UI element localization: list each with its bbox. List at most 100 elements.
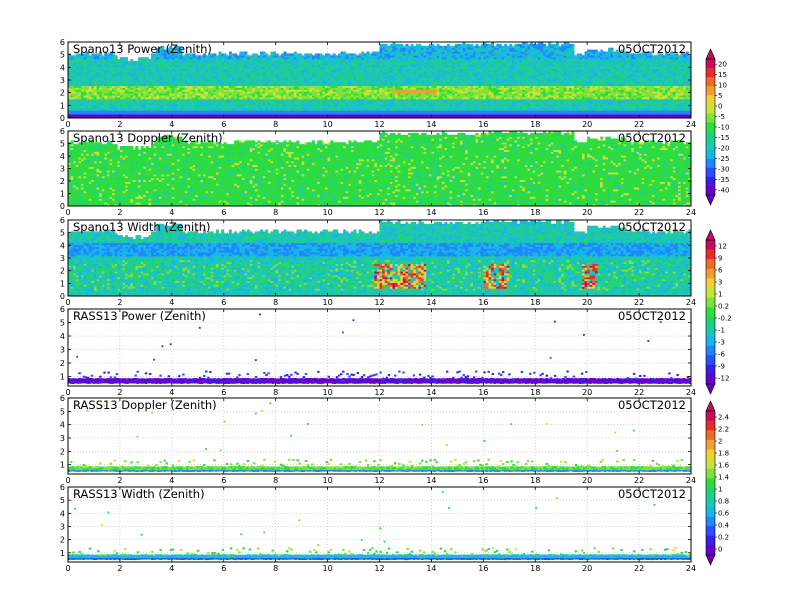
heatmap-cell — [431, 104, 435, 107]
heatmap-cell — [392, 66, 396, 69]
heatmap-cell — [436, 110, 440, 113]
heatmap-cell — [421, 91, 424, 94]
heatmap-cell — [299, 93, 302, 96]
heatmap-cell — [332, 112, 336, 115]
heatmap-cell — [156, 47, 160, 50]
heatmap-cell — [389, 78, 393, 81]
heatmap-cell — [249, 97, 253, 100]
heatmap-cell — [104, 51, 108, 54]
heatmap-cell — [353, 68, 357, 71]
heatmap-cell — [301, 100, 305, 104]
heatmap-cell — [267, 87, 271, 90]
heatmap-cell — [236, 95, 240, 98]
heatmap-cell — [187, 112, 191, 115]
heatmap-cell — [119, 81, 123, 85]
heatmap-cell — [376, 72, 380, 75]
heatmap-cell — [96, 72, 100, 75]
heatmap-cell — [73, 78, 77, 81]
heatmap-cell — [426, 102, 430, 105]
heatmap-cell — [200, 72, 204, 75]
heatmap-cell — [319, 66, 323, 69]
heatmap-cell — [80, 116, 84, 118]
heatmap-cell — [332, 57, 336, 60]
heatmap-cell — [135, 104, 139, 107]
heatmap-cell — [283, 78, 287, 81]
heatmap-cell — [275, 57, 279, 60]
heatmap-cell — [125, 114, 129, 117]
heatmap-cell — [371, 89, 375, 92]
heatmap-cell — [93, 89, 97, 92]
heatmap-cell — [387, 59, 391, 62]
heatmap-cell — [231, 91, 235, 94]
heatmap-cell — [324, 66, 328, 69]
heatmap-cell — [332, 61, 336, 64]
heatmap-cell — [421, 78, 424, 81]
heatmap-cell — [262, 93, 266, 96]
heatmap-cell — [179, 53, 183, 56]
heatmap-cell — [143, 108, 147, 111]
heatmap-cell — [312, 110, 315, 113]
heatmap-cell — [335, 83, 339, 86]
heatmap-cell — [434, 45, 437, 48]
heatmap-cell — [402, 49, 406, 52]
heatmap-cell — [428, 51, 432, 54]
heatmap-cell — [221, 68, 225, 71]
heatmap-cell — [223, 89, 227, 92]
heatmap-cell — [257, 80, 261, 83]
heatmap-cell — [330, 104, 334, 107]
heatmap-cell — [337, 74, 341, 77]
heatmap-cell — [267, 95, 271, 98]
heatmap-cell — [296, 57, 300, 60]
heatmap-cell — [213, 74, 217, 77]
heatmap-cell — [389, 80, 393, 83]
heatmap-cell — [402, 45, 406, 48]
heatmap-cell — [408, 114, 411, 117]
heatmap-cell — [161, 72, 165, 75]
heatmap-cell — [327, 110, 331, 113]
heatmap-cell — [249, 104, 253, 107]
heatmap-cell — [418, 43, 422, 47]
heatmap-cell — [312, 55, 315, 58]
heatmap-cell — [68, 87, 71, 90]
heatmap-cell — [130, 62, 134, 66]
heatmap-cell — [75, 110, 79, 113]
heatmap-cell — [208, 57, 212, 60]
heatmap-cell — [197, 76, 201, 79]
heatmap-cell — [117, 91, 121, 94]
heatmap-cell — [109, 72, 113, 75]
heatmap-cell — [174, 93, 178, 96]
heatmap-cell — [236, 112, 240, 115]
heatmap-cell — [202, 80, 206, 83]
heatmap-cell — [195, 76, 199, 79]
heatmap-cell — [125, 95, 129, 98]
heatmap-cell — [395, 78, 398, 81]
heatmap-cell — [275, 93, 279, 96]
heatmap-cell — [119, 66, 123, 69]
heatmap-cell — [335, 112, 339, 115]
heatmap-cell — [361, 100, 365, 104]
heatmap-cell — [117, 74, 121, 77]
heatmap-cell — [327, 83, 331, 86]
heatmap-cell — [309, 97, 313, 100]
heatmap-cell — [83, 85, 87, 88]
heatmap-cell — [210, 95, 214, 98]
heatmap-cell — [343, 104, 347, 107]
heatmap-cell — [210, 87, 214, 90]
heatmap-cell — [301, 102, 305, 105]
heatmap-cell — [192, 104, 196, 107]
heatmap-cell — [122, 108, 126, 111]
heatmap-cell — [221, 62, 225, 66]
heatmap-cell — [361, 72, 365, 75]
heatmap-cell — [101, 100, 105, 104]
heatmap-cell — [125, 61, 129, 64]
heatmap-cell — [156, 108, 160, 111]
heatmap-cell — [402, 55, 406, 58]
heatmap-cell — [119, 59, 123, 62]
heatmap-cell — [306, 93, 310, 96]
heatmap-cell — [143, 64, 147, 67]
heatmap-cell — [379, 47, 383, 50]
heatmap-cell — [140, 97, 144, 100]
heatmap-cell — [164, 62, 167, 66]
heatmap-cell — [221, 81, 225, 85]
heatmap-cell — [293, 87, 297, 90]
